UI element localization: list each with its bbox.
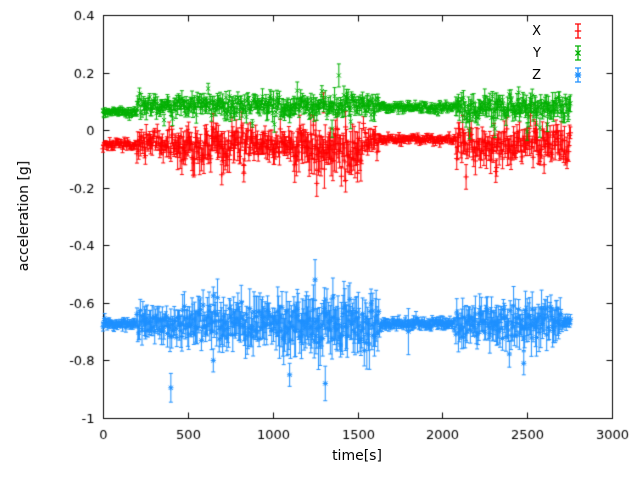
legend-label-z: Z — [532, 67, 541, 83]
errorbar-cross-icon — [550, 44, 606, 62]
legend-entry-z: Z — [532, 64, 606, 86]
legend-entry-y: Y — [532, 42, 606, 64]
legend-label-x: X — [532, 23, 541, 39]
y-axis-label: acceleration [g] — [16, 160, 32, 272]
x-axis-label: time[s] — [332, 448, 382, 464]
legend-entry-x: X — [532, 20, 606, 42]
legend-label-y: Y — [533, 45, 541, 61]
errorbar-star-icon — [550, 66, 606, 84]
legend: X Y Z — [532, 20, 606, 86]
errorbar-plus-icon — [550, 22, 606, 40]
